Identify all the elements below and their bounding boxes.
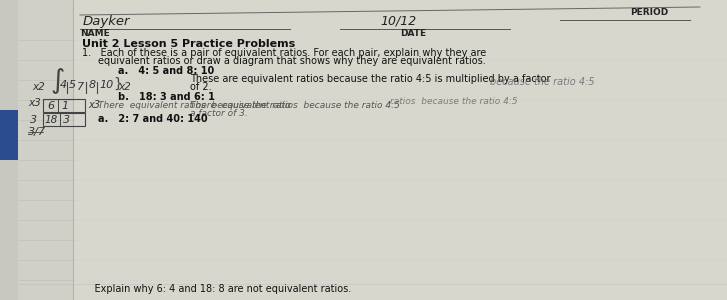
Text: 6: 6 — [47, 101, 54, 111]
Text: 3: 3 — [30, 115, 37, 125]
Text: 1: 1 — [61, 101, 68, 111]
Text: Explain why 6: 4 and 18: 8 are not equivalent ratios.: Explain why 6: 4 and 18: 8 are not equiv… — [82, 284, 351, 294]
Text: These are equivalent ratios because the ratio 4:5 is multiplied by a factor: These are equivalent ratios because the … — [190, 74, 550, 84]
Text: x2: x2 — [32, 82, 45, 92]
Text: 4: 4 — [60, 80, 67, 90]
Text: PERIOD: PERIOD — [630, 8, 668, 17]
Text: DATE: DATE — [400, 29, 426, 38]
Text: 8: 8 — [89, 80, 96, 90]
Text: 3/7: 3/7 — [28, 127, 46, 137]
Text: of 2.: of 2. — [190, 82, 212, 92]
Text: Unit 2 Lesson 5 Practice Problems: Unit 2 Lesson 5 Practice Problems — [82, 39, 295, 49]
Text: There  equivalent ratios  because the ratio 4:5: There equivalent ratios because the rati… — [190, 101, 400, 110]
Text: x3: x3 — [28, 98, 41, 108]
Text: a.   4: 5 and 8: 10: a. 4: 5 and 8: 10 — [118, 66, 214, 76]
Bar — [18, 0, 73, 300]
Text: equivalent ratios or draw a diagram that shows why they are equivalent ratios.: equivalent ratios or draw a diagram that… — [98, 56, 486, 66]
Text: NAME: NAME — [80, 29, 110, 38]
Bar — [0, 110, 18, 160]
Bar — [43, 113, 85, 126]
Text: because the ratio 4:5: because the ratio 4:5 — [490, 77, 595, 87]
Text: 5: 5 — [69, 80, 76, 90]
Text: 10: 10 — [99, 80, 113, 90]
Text: b.   18: 3 and 6: 1: b. 18: 3 and 6: 1 — [118, 92, 215, 102]
Text: There  equivalent ratios  because the ratio: There equivalent ratios because the rati… — [98, 101, 291, 110]
Text: 3: 3 — [63, 115, 70, 125]
Text: 7: 7 — [77, 82, 84, 92]
Text: 1.   Each of these is a pair of equivalent ratios. For each pair, explain why th: 1. Each of these is a pair of equivalent… — [82, 48, 486, 58]
Bar — [43, 99, 85, 112]
Text: a.   2: 7 and 40: 140: a. 2: 7 and 40: 140 — [98, 114, 208, 124]
Text: x3: x3 — [88, 100, 100, 110]
Text: a factor of 3.: a factor of 3. — [190, 109, 248, 118]
Text: $\mathsf{\int}$: $\mathsf{\int}$ — [50, 66, 65, 96]
Text: x2: x2 — [118, 82, 131, 92]
Text: 18: 18 — [45, 115, 58, 125]
Text: ratios  because the ratio 4:5: ratios because the ratio 4:5 — [390, 97, 518, 106]
Text: 10/12: 10/12 — [380, 14, 417, 27]
Text: }: } — [113, 77, 122, 91]
Text: Dayker: Dayker — [83, 15, 131, 28]
